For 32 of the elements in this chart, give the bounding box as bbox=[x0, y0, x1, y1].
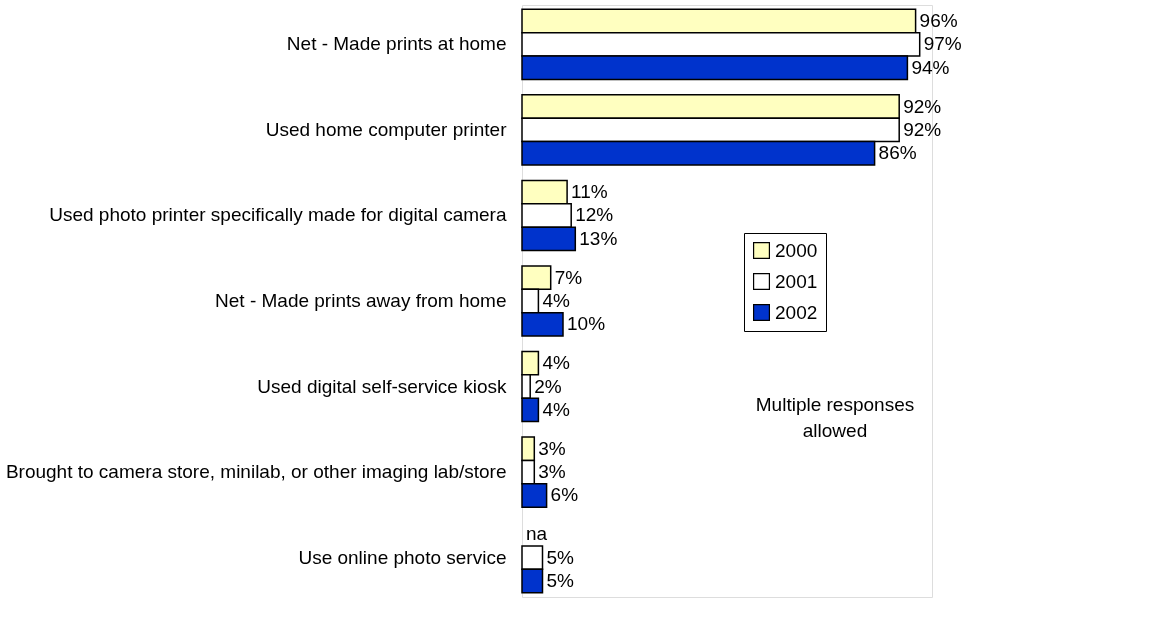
legend-label: 2001 bbox=[775, 270, 818, 292]
data-label: 5% bbox=[546, 546, 575, 568]
data-label: 5% bbox=[546, 570, 575, 592]
data-label: 4% bbox=[542, 290, 570, 311]
data-label: 2% bbox=[534, 375, 562, 397]
data-label: 92% bbox=[903, 118, 942, 140]
y-tick-label: Used home computer printer bbox=[265, 118, 508, 140]
data-label: 96% bbox=[919, 9, 958, 31]
y-tick-label: Used digital self-service kiosk bbox=[257, 375, 507, 397]
data-label: 4% bbox=[542, 398, 570, 420]
y-tick-label: Used photo printer specifically made for digital camera bbox=[49, 204, 507, 226]
data-label: 12% bbox=[575, 204, 614, 226]
data-label: 11% bbox=[571, 181, 608, 203]
legend-label: 2002 bbox=[775, 301, 818, 323]
text: na bbox=[526, 523, 548, 545]
data-label: 97% bbox=[923, 33, 962, 55]
y-tick-label: Use online photo service bbox=[298, 546, 507, 568]
y-tick-label: Net - Made prints at home bbox=[286, 33, 507, 55]
data-label: 7% bbox=[554, 266, 583, 288]
data-label: 6% bbox=[550, 484, 579, 506]
data-label: 10% bbox=[567, 313, 606, 335]
data-label: 86% bbox=[878, 142, 917, 164]
data-label: 94% bbox=[911, 56, 950, 78]
data-label: 13% bbox=[579, 227, 618, 249]
data-label: 4% bbox=[542, 352, 570, 374]
data-label: 92% bbox=[903, 95, 942, 117]
y-tick-label: Brought to camera store, minilab, or other imaging lab/store bbox=[5, 461, 507, 483]
y-tick-label: Net - Made prints away from home bbox=[215, 290, 507, 311]
data-label: 3% bbox=[538, 461, 566, 483]
annotation: Multiple responses allowed bbox=[755, 394, 915, 441]
data-label: 3% bbox=[538, 437, 566, 459]
legend-label: 2000 bbox=[775, 239, 818, 261]
